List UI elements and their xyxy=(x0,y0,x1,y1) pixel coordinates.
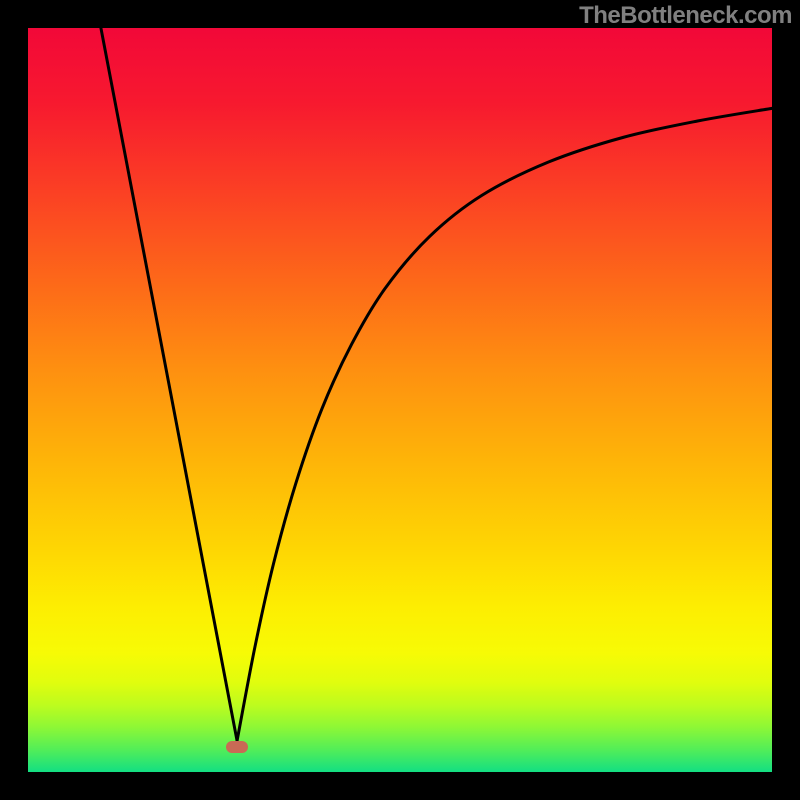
bottleneck-curve xyxy=(28,28,772,772)
watermark-text: TheBottleneck.com xyxy=(579,2,792,30)
bottleneck-marker xyxy=(226,741,248,753)
chart-container: TheBottleneck.com xyxy=(0,0,800,800)
